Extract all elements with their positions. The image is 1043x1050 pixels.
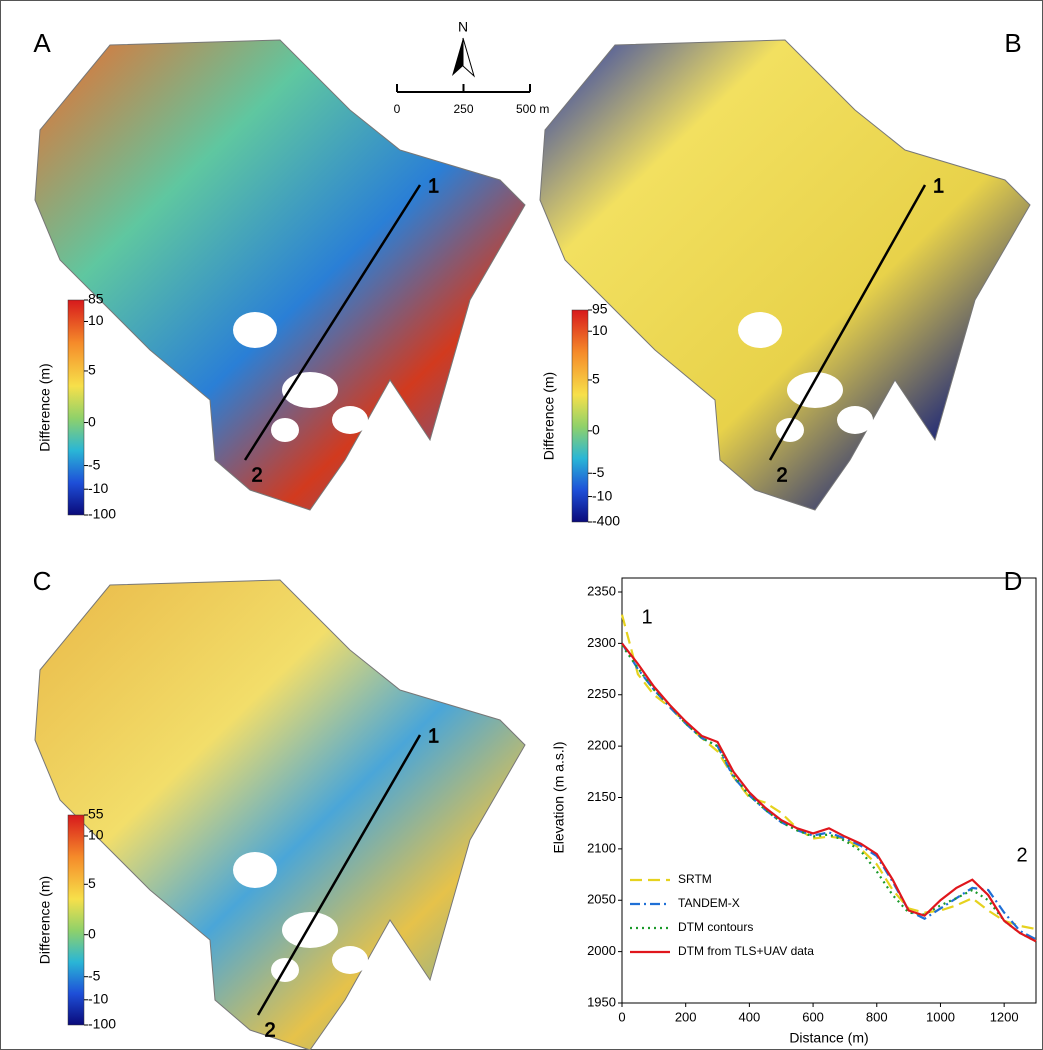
colorbar-tick-label: 5 — [88, 875, 96, 891]
profile-start: 1 — [933, 175, 944, 197]
north-arrow — [463, 38, 474, 76]
plot-frame — [622, 578, 1036, 1003]
x-axis-title: Distance (m) — [789, 1030, 868, 1046]
scale-label: 0 — [394, 102, 401, 116]
legend-label: DTM contours — [678, 920, 753, 934]
colorbar-tick-label: 85 — [88, 291, 104, 307]
y-axis-title: Elevation (m a.s.l) — [551, 741, 567, 853]
colorbar-tick-label: -400 — [592, 513, 620, 529]
data-gap — [776, 418, 804, 442]
x-tick-label: 800 — [866, 1009, 888, 1024]
panel-label: C — [33, 566, 52, 596]
x-tick-label: 200 — [675, 1009, 697, 1024]
colorbar-tick-label: 0 — [88, 413, 96, 429]
profile-end: 2 — [264, 1019, 275, 1041]
colorbar — [572, 310, 588, 522]
x-tick-label: 600 — [802, 1009, 824, 1024]
colorbar-tick-label: -5 — [592, 464, 605, 480]
colorbar — [68, 815, 84, 1025]
data-gap — [787, 372, 843, 408]
colorbar-tick-label: 5 — [88, 362, 96, 378]
profile-end: 2 — [251, 464, 262, 486]
colorbar-tick-label: -5 — [88, 967, 101, 983]
y-tick-label: 2300 — [587, 635, 616, 650]
colorbar-title: Difference (m) — [541, 372, 557, 460]
scale-label: 250 — [453, 102, 473, 116]
north-label: N — [458, 19, 468, 35]
colorbar-tick-label: 10 — [88, 312, 104, 328]
y-tick-label: 2050 — [587, 892, 616, 907]
y-tick-label: 2250 — [587, 686, 616, 701]
colorbar-tick-label: -10 — [592, 487, 612, 503]
x-tick-label: 1000 — [926, 1009, 955, 1024]
series-line — [622, 643, 1036, 939]
data-gap — [738, 312, 782, 348]
profile-end: 2 — [776, 464, 787, 486]
x-tick-label: 0 — [618, 1009, 625, 1024]
data-gap — [332, 406, 368, 434]
data-gap — [332, 946, 368, 974]
x-tick-label: 1200 — [990, 1009, 1019, 1024]
page: 12ADifference (m)851050-5-10-10012BDiffe… — [0, 0, 1043, 1050]
annotation: 1 — [641, 606, 652, 628]
colorbar-tick-label: 5 — [592, 371, 600, 387]
y-tick-label: 2200 — [587, 738, 616, 753]
colorbar-tick-label: -5 — [88, 456, 101, 472]
profile-start: 1 — [428, 175, 439, 197]
y-tick-label: 2100 — [587, 840, 616, 855]
colorbar-tick-label: 55 — [88, 806, 104, 822]
scale-label: 500 m — [516, 102, 549, 116]
y-tick-label: 2150 — [587, 789, 616, 804]
y-tick-label: 2350 — [587, 583, 616, 598]
x-tick-label: 400 — [739, 1009, 761, 1024]
profile-start: 1 — [428, 725, 439, 747]
colorbar-tick-label: 95 — [592, 301, 608, 317]
annotation: 2 — [1016, 844, 1027, 866]
colorbar-title: Difference (m) — [37, 876, 53, 964]
data-gap — [282, 912, 338, 948]
panel-label: D — [1004, 566, 1023, 596]
data-gap — [233, 312, 277, 348]
panel-label: A — [33, 28, 51, 58]
legend-label: TANDEM-X — [678, 896, 740, 910]
y-tick-label: 2000 — [587, 943, 616, 958]
colorbar — [68, 300, 84, 515]
colorbar-title: Difference (m) — [37, 363, 53, 451]
colorbar-tick-label: -100 — [88, 1016, 116, 1032]
figure: 12ADifference (m)851050-5-10-10012BDiffe… — [0, 0, 1043, 1050]
north-arrow — [452, 38, 463, 76]
y-tick-label: 1950 — [587, 994, 616, 1009]
colorbar-tick-label: -100 — [88, 506, 116, 522]
data-gap — [233, 852, 277, 888]
panel-label: B — [1004, 28, 1021, 58]
colorbar-tick-label: -10 — [88, 480, 108, 496]
colorbar-tick-label: 0 — [592, 422, 600, 438]
legend-label: SRTM — [678, 872, 712, 886]
data-gap — [837, 406, 873, 434]
data-gap — [271, 418, 299, 442]
colorbar-tick-label: -10 — [88, 991, 108, 1007]
colorbar-tick-label: 10 — [592, 322, 608, 338]
legend-label: DTM from TLS+UAV data — [678, 944, 814, 958]
colorbar-tick-label: 0 — [88, 925, 96, 941]
colorbar-tick-label: 10 — [88, 827, 104, 843]
